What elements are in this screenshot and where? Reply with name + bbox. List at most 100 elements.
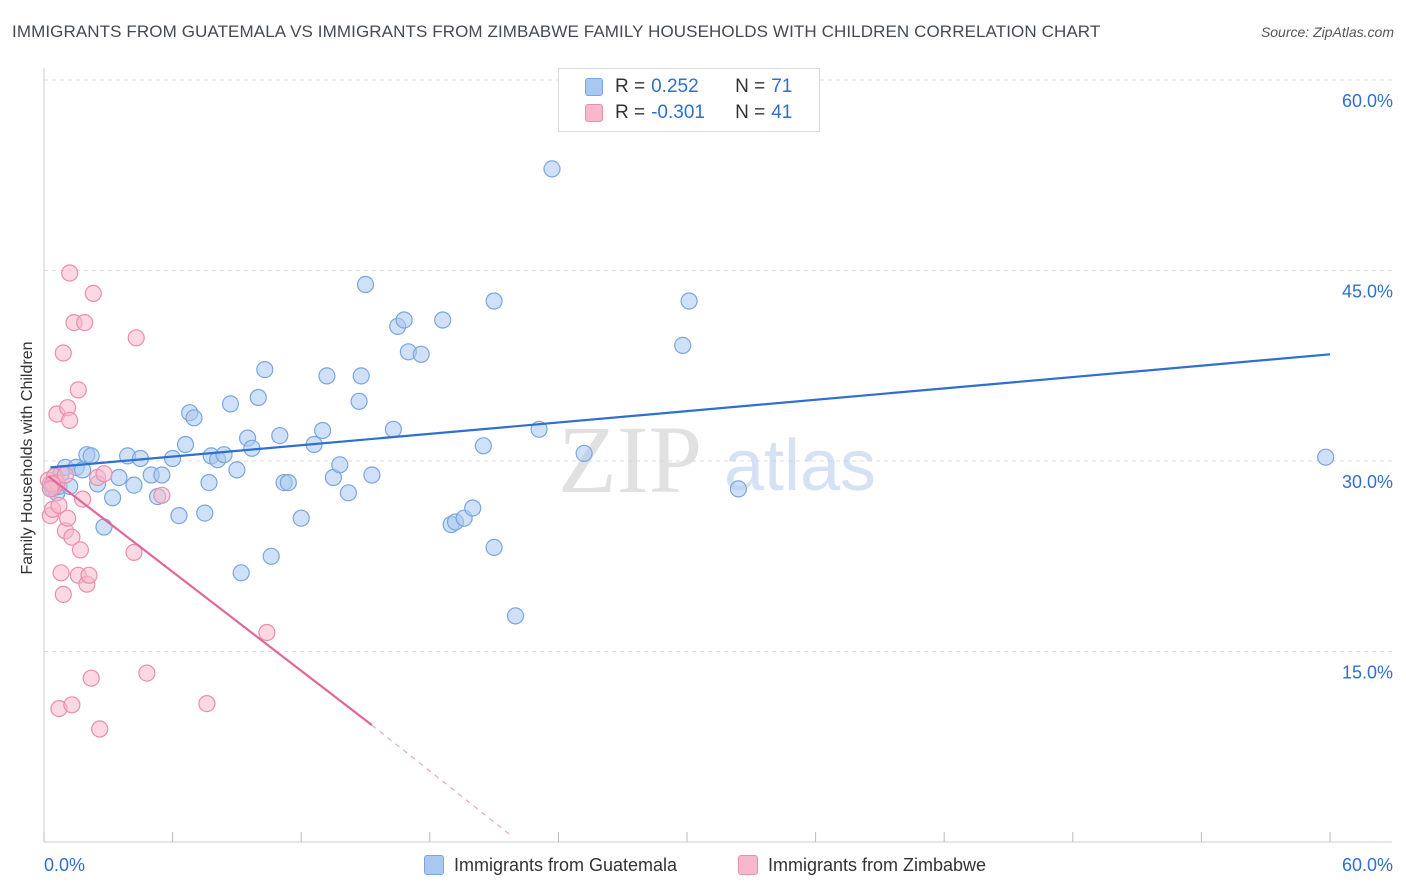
guatemala-point [363, 466, 381, 484]
zimbabwe-point [91, 720, 109, 738]
zimbabwe-point [54, 585, 72, 604]
zimbabwe-point [41, 480, 60, 498]
zimbabwe-point [125, 543, 143, 562]
guatemala-point [110, 468, 128, 487]
guatemala-point [318, 367, 336, 385]
y-tick-label: 45.0% [1342, 282, 1393, 302]
guatemala-point [1317, 448, 1335, 466]
guatemala-point [506, 607, 525, 625]
guatemala-point [412, 345, 430, 363]
guatemala-point [352, 367, 370, 385]
guatemala-point [125, 476, 143, 494]
zimbabwe-point [258, 623, 276, 642]
legend-r-value: 0.252 [651, 76, 699, 97]
y-tick-label: 30.0% [1342, 472, 1393, 492]
legend-n-label: N = [735, 76, 766, 97]
guatemala-point [271, 427, 289, 445]
zimbabwe-trend-line [47, 475, 373, 727]
guatemala-point [680, 292, 698, 310]
legend-swatch-guatemala [585, 78, 603, 96]
correlation-legend: R = 0.252 N = 71 R = -0.301 N = 41 [558, 68, 820, 132]
guatemala-point [384, 420, 402, 438]
zimbabwe-trend-extension [371, 724, 512, 837]
guatemala-point [729, 480, 748, 498]
zimbabwe-point [63, 696, 81, 714]
guatemala-trend-line [50, 353, 1331, 469]
zimbabwe-point [153, 486, 171, 504]
zimbabwe-point [69, 381, 87, 399]
bottom-legend-swatch-guatemala [424, 855, 444, 875]
legend-row-guatemala: R = 0.252 N = 71 [585, 74, 792, 100]
zimbabwe-point [58, 509, 77, 527]
guatemala-point [464, 499, 482, 517]
y-tick-label: 15.0% [1342, 663, 1393, 683]
guatemala-point [103, 489, 122, 507]
guatemala-point [350, 392, 368, 410]
legend-n-value: 71 [771, 76, 793, 97]
zimbabwe-point [63, 528, 81, 546]
guatemala-point [474, 437, 492, 455]
guatemala-point [314, 421, 332, 440]
zimbabwe-point [54, 344, 72, 362]
guatemala-point [339, 484, 357, 502]
guatemala-point [196, 504, 214, 522]
guatemala-point [331, 456, 349, 474]
legend-r-value: -0.301 [651, 102, 705, 123]
guatemala-point [176, 435, 195, 454]
guatemala-point [292, 509, 310, 527]
zimbabwe-point [80, 566, 98, 584]
guatemala-point [395, 311, 413, 329]
guatemala-point [164, 449, 182, 468]
zimbabwe-point [61, 264, 79, 282]
chart-title: IMMIGRANTS FROM GUATEMALA VS IMMIGRANTS … [12, 22, 1101, 41]
zimbabwe-point [73, 490, 92, 508]
zimbabwe-point [82, 669, 100, 687]
zimbabwe-point [95, 465, 113, 483]
guatemala-point [279, 474, 297, 492]
zimbabwe-point [52, 564, 70, 582]
zimbabwe-point [84, 284, 102, 302]
zimbabwe-point [61, 411, 79, 429]
guatemala-point [153, 466, 171, 484]
guatemala-point [543, 160, 561, 178]
zimbabwe-point [127, 329, 145, 347]
legend-swatch-zimbabwe [585, 104, 603, 122]
guatemala-point [575, 444, 593, 462]
zimbabwe-point [50, 496, 68, 514]
guatemala-point [485, 292, 503, 310]
guatemala-point [185, 409, 203, 427]
bottom-legend-label-zimbabwe: Immigrants from Zimbabwe [768, 854, 987, 875]
guatemala-point [200, 474, 218, 492]
guatemala-point [95, 518, 113, 536]
source-label: Source: ZipAtlas.com [1260, 24, 1394, 40]
zimbabwe-point [76, 314, 94, 332]
guatemala-point [170, 506, 188, 525]
watermark-atlas: atlas [724, 426, 876, 506]
x-tick-label: 0.0% [44, 855, 85, 875]
x-tick-label: 60.0% [1342, 855, 1393, 875]
axes [43, 68, 1392, 843]
legend-n-label: N = [735, 102, 766, 123]
zimbabwe-point [138, 664, 156, 682]
tick-labels: 15.0% 30.0% 45.0% 60.0% 0.0% 60.0% [44, 91, 1393, 875]
guatemala-point [434, 311, 452, 329]
guatemala-point [256, 361, 274, 379]
bottom-legend-zimbabwe: Immigrants from Zimbabwe [738, 852, 986, 878]
zimbabwe-point [198, 694, 216, 713]
trend-lines [47, 353, 1331, 837]
zimbabwe-point [71, 541, 90, 559]
bottom-legend-label-guatemala: Immigrants from Guatemala [454, 854, 678, 875]
guatemala-point [232, 564, 250, 582]
bottom-legend-swatch-zimbabwe [738, 855, 758, 875]
y-tick-label: 60.0% [1342, 91, 1393, 111]
guatemala-point [228, 461, 246, 479]
guatemala-point [262, 547, 280, 565]
legend-r-label: R = [615, 76, 646, 97]
y-axis-label: Family Households with Children [19, 341, 36, 575]
guatemala-point [249, 388, 267, 407]
legend-r-label: R = [615, 102, 646, 123]
data-points [39, 160, 1335, 738]
guatemala-point [82, 447, 100, 465]
legend-row-zimbabwe: R = -0.301 N = 41 [585, 100, 792, 126]
